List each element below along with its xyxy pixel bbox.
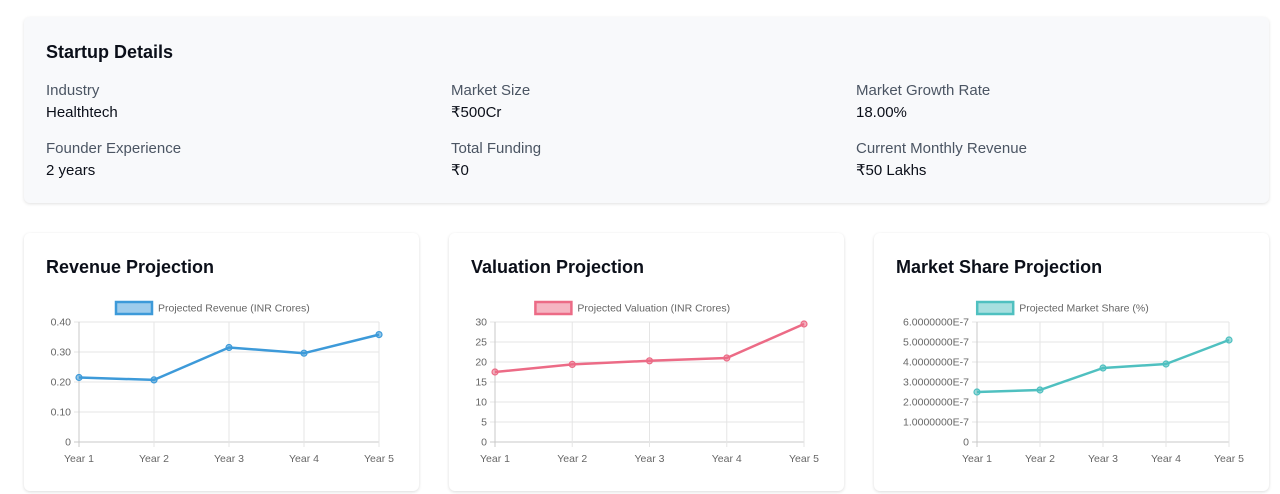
data-point <box>1036 386 1044 394</box>
y-tick-label: 3.0000000E-7 <box>903 377 969 389</box>
y-tick-label: 0 <box>65 437 71 449</box>
field-market-size: Market Size ₹500Cr <box>451 82 530 122</box>
x-tick-label: Year 5 <box>1214 453 1244 465</box>
valuation-chart-title: Valuation Projection <box>471 257 645 277</box>
legend-label: Projected Valuation (INR Crores) <box>577 303 730 315</box>
field-value: ₹0 <box>451 162 469 179</box>
x-tick-label: Year 1 <box>962 453 992 465</box>
field-label: Market Growth Rate <box>856 82 991 99</box>
y-tick-label: 0.10 <box>51 407 72 419</box>
x-tick-label: Year 3 <box>635 453 665 465</box>
x-tick-label: Year 4 <box>712 453 742 465</box>
y-tick-label: 4.0000000E-7 <box>903 357 969 369</box>
field-label: Market Size <box>451 82 531 99</box>
field-value: 18.00% <box>856 104 907 121</box>
revenue-chart-title: Revenue Projection <box>46 257 215 277</box>
data-point <box>225 343 233 352</box>
field-value: ₹500Cr <box>451 104 502 121</box>
y-tick-label: 5.0000000E-7 <box>903 337 969 349</box>
field-current-monthly-revenue: Current Monthly Revenue ₹50 Lakhs <box>856 140 1027 180</box>
y-tick-label: 5 <box>481 417 487 429</box>
field-label: Founder Experience <box>46 140 182 157</box>
x-tick-label: Year 1 <box>480 453 510 465</box>
y-tick-label: 0.20 <box>51 377 72 389</box>
field-founder-experience: Founder Experience 2 years <box>46 140 181 180</box>
legend-label: Projected Revenue (INR Crores) <box>158 303 310 315</box>
y-tick-label: 0 <box>481 437 487 449</box>
field-label: Current Monthly Revenue <box>856 140 1027 157</box>
y-tick-label: 6.0000000E-7 <box>903 317 969 329</box>
y-tick-label: 25 <box>475 337 487 349</box>
data-point <box>1099 364 1107 372</box>
startup-details-title: Startup Details <box>46 42 174 62</box>
y-tick-label: 15 <box>475 377 487 389</box>
valuation-chart[interactable]: 0 5 10 15 20 25 30 Year 1 Year 2 Year 3 Year 4 Year… <box>449 233 844 491</box>
x-tick-label: Year 4 <box>1151 453 1181 465</box>
data-point <box>568 360 576 368</box>
x-tick-label: Year 5 <box>364 453 394 465</box>
x-tick-label: Year 2 <box>557 453 587 465</box>
data-point <box>375 330 383 339</box>
field-industry: Industry Healthtech <box>46 82 118 122</box>
x-tick-label: Year 3 <box>214 453 244 465</box>
legend-swatch <box>534 300 573 316</box>
x-tick-label: Year 3 <box>1088 453 1118 465</box>
field-value: ₹50 Lakhs <box>856 162 927 179</box>
y-tick-label: 10 <box>475 397 487 409</box>
data-point <box>150 376 158 384</box>
y-tick-label: 30 <box>475 317 487 329</box>
startup-details-panel: Startup Details Industry Healthtech Mark… <box>24 17 1269 203</box>
legend-swatch <box>975 300 1015 316</box>
x-tick-label: Year 4 <box>289 453 319 465</box>
data-point <box>800 320 808 328</box>
y-tick-label: 2.0000000E-7 <box>903 397 969 409</box>
y-tick-label: 0.40 <box>51 317 72 329</box>
data-point <box>491 368 499 376</box>
market-share-chart-title: Market Share Projection <box>896 257 1103 277</box>
data-point <box>645 357 654 365</box>
y-tick-label: 1.0000000E-7 <box>903 417 969 429</box>
revenue-chart[interactable]: 0 0.10 0.20 0.30 0.40 Year 1 Year 2 Year 3 Year … <box>24 233 419 491</box>
data-point <box>1162 360 1170 368</box>
x-tick-label: Year 2 <box>1025 453 1055 465</box>
legend-swatch <box>114 300 154 316</box>
x-tick-label: Year 5 <box>789 453 819 465</box>
revenue-chart-card: Revenue Projection 0 0.10 0.20 0.30 0.40 Year… <box>24 233 419 491</box>
data-point <box>973 388 981 396</box>
valuation-chart-card: Valuation Projection 0 5 10 15 20 25 30 Year 1 Y… <box>449 233 844 491</box>
field-total-funding: Total Funding ₹0 <box>451 140 541 180</box>
field-label: Industry <box>46 82 100 99</box>
legend-label: Projected Market Share (%) <box>1019 303 1149 315</box>
field-value: Healthtech <box>46 104 118 121</box>
data-point <box>75 373 83 382</box>
data-point <box>300 349 308 357</box>
x-tick-label: Year 1 <box>64 453 94 465</box>
y-tick-label: 0.30 <box>51 347 72 359</box>
field-value: 2 years <box>46 162 96 179</box>
field-market-growth-rate: Market Growth Rate 18.00% <box>856 82 990 122</box>
data-point <box>1225 336 1233 344</box>
market-share-chart[interactable]: 0 1.0000000E-7 2.0000000E-7 3.0000000E-7 4.0… <box>874 233 1269 491</box>
data-point <box>723 354 731 362</box>
y-tick-label: 0 <box>963 437 969 449</box>
market-share-chart-card: Market Share Projection 0 1.0000000E-7 2.0… <box>874 233 1269 491</box>
x-tick-label: Year 2 <box>139 453 169 465</box>
field-label: Total Funding <box>451 140 542 157</box>
y-tick-label: 20 <box>475 357 487 369</box>
